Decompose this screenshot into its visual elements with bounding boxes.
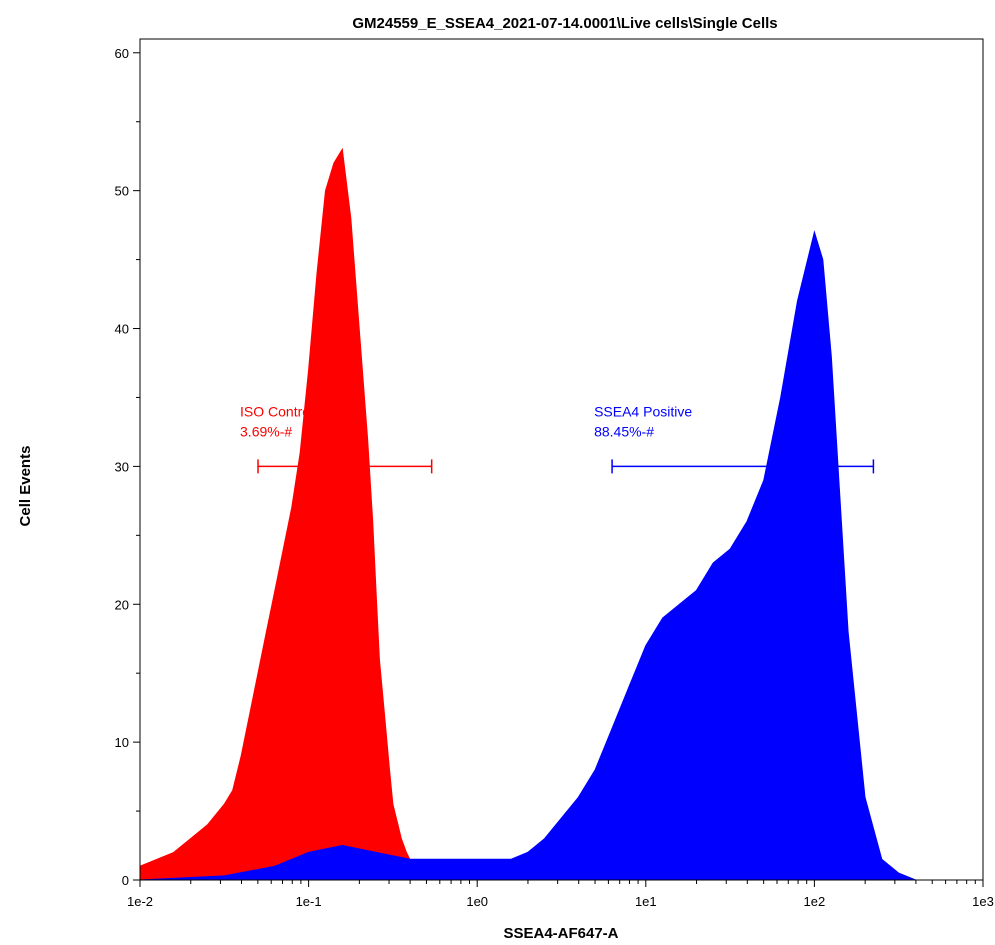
gate-value-label: 88.45%-# bbox=[594, 423, 654, 439]
gate-2: SSEA4 Positive 88.45%-# bbox=[594, 403, 875, 474]
x-tick-label: 1e1 bbox=[635, 894, 657, 909]
gate-name-label: ISO Control bbox=[240, 403, 313, 419]
gate-layer: ISO Control 3.69%-# SSEA4 Positive 88.45%-# bbox=[240, 403, 875, 474]
histogram-series-1 bbox=[139, 147, 444, 881]
y-tick-label: 60 bbox=[115, 46, 129, 61]
gate-1: ISO Control 3.69%-# bbox=[240, 403, 433, 474]
y-tick-label: 30 bbox=[115, 459, 129, 474]
x-tick-label: 1e-2 bbox=[127, 894, 153, 909]
x-tick-label: 1e-1 bbox=[296, 894, 322, 909]
series-layer bbox=[139, 147, 967, 881]
x-tick-label: 1e0 bbox=[466, 894, 488, 909]
x-axis-label: SSEA4-AF647-A bbox=[503, 925, 618, 942]
x-tick-label: 1e3 bbox=[972, 894, 994, 909]
histogram-series-2 bbox=[139, 230, 967, 881]
x-axis: 1e-2 1e-1 1e0 1e1 1e2 1e3 bbox=[127, 880, 994, 909]
x-tick-label: 1e2 bbox=[804, 894, 826, 909]
y-axis: 0 10 20 30 40 50 60 bbox=[115, 46, 140, 888]
y-tick-label: 0 bbox=[122, 873, 129, 888]
gate-name-label: SSEA4 Positive bbox=[594, 403, 692, 419]
gate-value-label: 3.69%-# bbox=[240, 423, 292, 439]
y-tick-label: 50 bbox=[115, 184, 129, 199]
plot-frame bbox=[139, 38, 984, 881]
y-axis-label: Cell Events bbox=[17, 446, 34, 527]
y-tick-label: 20 bbox=[115, 597, 129, 612]
y-tick-label: 10 bbox=[115, 735, 129, 750]
y-tick-label: 40 bbox=[115, 322, 129, 337]
chart-title: GM24559_E_SSEA4_2021-07-14.0001\Live cel… bbox=[352, 15, 777, 32]
